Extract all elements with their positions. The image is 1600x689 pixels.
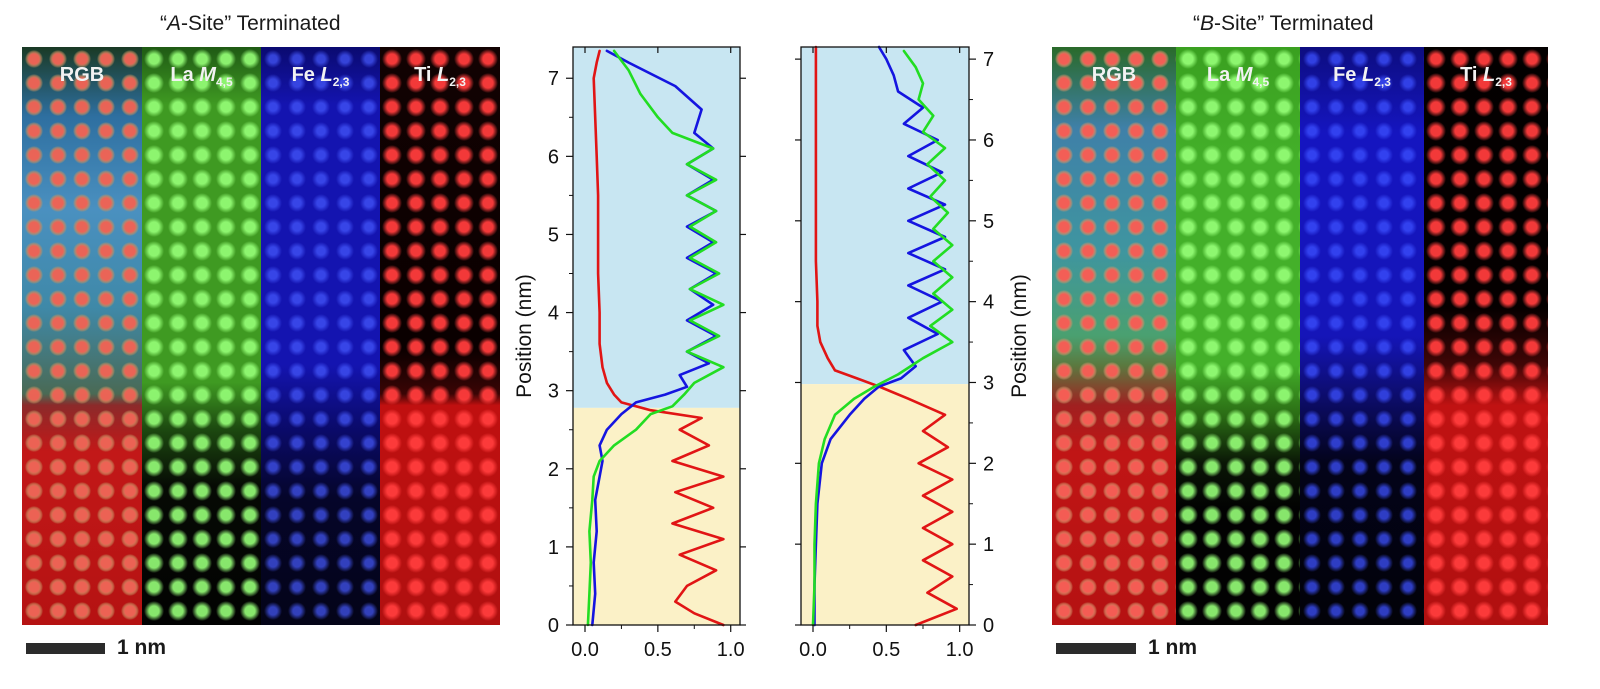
b-site-x-tick-label: 1.0 [946,639,974,661]
b-site-y-tick-label: 5 [983,211,994,233]
b-site-y-tick-label: 4 [983,292,994,314]
right-rgb-strip [1052,47,1176,625]
b-site-fe-profile-line [813,45,947,627]
b-site-y-axis-label: Position (nm) [1008,274,1031,398]
a-site-x-tick-label: 0.0 [571,639,599,661]
a-site-x-tick-label: 1.0 [717,639,745,661]
left-ti-strip [380,47,500,625]
a-site-y-tick-label: 4 [548,303,559,325]
right-panel-title: “B-Site” Terminated [1193,12,1374,35]
right-la-strip [1176,47,1300,625]
a-site-y-tick-label: 3 [548,381,559,403]
right-strip-label-ti: Ti L2,3 [1460,64,1512,89]
a-site-y-tick-label: 1 [548,537,559,559]
left-strip-label-ti: Ti L2,3 [414,64,466,89]
left-fe-strip [261,47,380,625]
left-scale-label: 1 nm [117,636,167,659]
right-scale-bar [1056,643,1136,654]
right-fe-strip [1300,47,1424,625]
left-rgb-strip [22,47,142,625]
a-site-y-tick-label: 2 [548,459,559,481]
left-scale-bar [26,643,105,654]
left-la-strip [142,47,261,625]
b-site-la-profile-line [811,49,954,627]
a-site-y-tick-label: 7 [548,68,559,90]
b-site-y-tick-label: 6 [983,130,994,152]
b-site-ti-profile-line [814,45,959,627]
left-strip-label-fe: Fe L2,3 [291,64,350,89]
right-ti-strip [1424,47,1548,625]
left-strip-label-rgb: RGB [59,64,105,86]
right-strip-label-la: La M4,5 [1206,64,1270,89]
right-eels-map-panel: RGB La M4,5 Fe L2,3 Ti L2,3 [1052,47,1548,625]
left-strip-label-la: La M4,5 [170,64,233,89]
left-eels-map-panel: RGB La M4,5 Fe L2,3 Ti L2,3 [22,47,500,625]
right-strip-label-rgb: RGB [1091,64,1137,86]
b-site-y-tick-label: 7 [983,49,994,71]
a-site-x-tick-label: 0.5 [644,639,672,661]
b-site-x-tick-label: 0.5 [872,639,900,661]
b-site-plot-frame [800,46,970,626]
b-site-y-tick-label: 3 [983,372,994,394]
a-site-la-profile-line [586,49,725,627]
a-site-y-axis-label: Position (nm) [513,274,536,398]
a-site-y-tick-label: 5 [548,224,559,246]
right-scale-label: 1 nm [1148,636,1198,659]
a-site-ti-profile-line [592,49,725,627]
b-site-y-tick-label: 0 [983,615,994,637]
a-site-y-tick-label: 0 [548,615,559,637]
left-panel-title: “A-Site” Terminated [160,12,341,35]
b-site-film-region [801,47,969,385]
a-site-plot-frame [572,46,741,626]
b-site-substrate-region [801,384,969,625]
b-site-y-tick-label: 2 [983,453,994,475]
b-site-y-tick-label: 1 [983,534,994,556]
a-site-y-tick-label: 6 [548,146,559,168]
right-strip-label-fe: Fe L2,3 [1333,64,1391,89]
b-site-x-tick-label: 0.0 [799,639,827,661]
